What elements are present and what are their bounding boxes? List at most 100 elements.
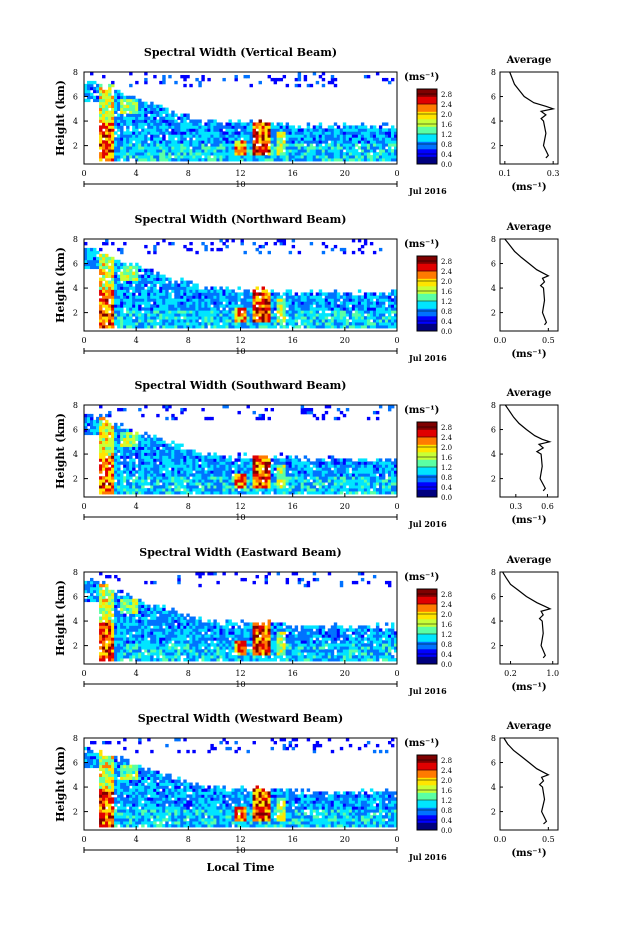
heatmap-cell xyxy=(261,322,265,326)
heatmap-cell xyxy=(225,298,229,302)
heatmap-cell xyxy=(105,449,109,453)
heatmap-cell xyxy=(171,452,175,456)
heatmap-cell xyxy=(348,479,353,483)
heatmap-cell xyxy=(219,152,223,156)
heatmap-cell xyxy=(222,473,226,477)
heatmap-cell xyxy=(354,313,359,317)
heatmap-cell xyxy=(186,301,190,305)
heatmap-cell xyxy=(186,476,190,480)
heatmap-cell xyxy=(180,449,184,453)
heatmap-cell xyxy=(393,325,398,329)
heatmap-cell xyxy=(300,322,305,326)
heatmap-cell xyxy=(378,143,383,147)
heatmap-cell xyxy=(393,476,398,480)
heatmap-cell xyxy=(159,313,163,317)
heatmap-cell xyxy=(351,464,356,468)
heatmap-cell xyxy=(354,140,359,144)
heatmap-cell xyxy=(114,116,118,120)
heatmap-cell xyxy=(213,316,217,320)
heatmap-cell xyxy=(282,488,287,492)
heatmap-cell xyxy=(300,473,305,477)
heatmap-cell xyxy=(333,467,338,471)
heatmap-cell xyxy=(156,271,160,276)
heatmap-cell xyxy=(192,298,196,302)
heatmap-cell xyxy=(129,640,133,644)
heatmap-cell xyxy=(156,158,160,162)
heatmap-cell xyxy=(264,458,268,462)
heatmap-cell xyxy=(381,140,386,144)
heatmap-cell xyxy=(243,289,247,293)
heatmap-cell xyxy=(390,158,395,162)
heatmap-cell xyxy=(132,470,136,474)
heatmap-cell xyxy=(270,325,275,329)
heatmap-cell xyxy=(165,155,169,159)
heatmap-cell xyxy=(342,134,347,138)
heatmap-cell xyxy=(114,449,118,453)
heatmap-cell xyxy=(219,458,223,462)
heatmap-cell xyxy=(252,298,256,302)
heatmap-cell xyxy=(84,580,88,585)
heatmap-cell xyxy=(291,128,296,132)
heatmap-cell xyxy=(222,289,226,293)
heatmap-cell xyxy=(342,470,347,474)
heatmap-cell xyxy=(189,131,193,135)
heatmap-cell xyxy=(378,476,383,480)
heatmap-cell xyxy=(234,470,238,474)
day-label: 10 xyxy=(235,180,245,189)
heatmap-cell xyxy=(297,301,302,305)
heatmap-cell xyxy=(306,325,311,329)
heatmap-cell xyxy=(135,131,139,135)
heatmap-cell xyxy=(333,134,338,138)
heatmap-cell xyxy=(123,622,127,626)
heatmap-cell xyxy=(270,479,275,483)
heatmap-cell xyxy=(312,322,317,326)
heatmap-cell xyxy=(351,319,356,323)
colorbar-segment xyxy=(417,429,437,438)
heatmap-cell xyxy=(378,140,383,144)
heatmap-cell xyxy=(102,146,106,150)
heatmap-cell xyxy=(360,322,365,326)
heatmap-cell xyxy=(183,461,187,465)
heatmap-cell xyxy=(384,131,389,135)
heatmap-cell xyxy=(351,134,356,138)
heatmap-cell xyxy=(129,446,133,450)
heatmap-cell xyxy=(237,455,241,459)
heatmap-cell xyxy=(126,604,130,609)
heatmap-cell xyxy=(135,134,139,138)
heatmap-cell xyxy=(366,313,371,317)
heatmap-cell xyxy=(132,655,136,659)
heatmap-cell xyxy=(120,452,124,456)
heatmap-cell xyxy=(222,316,226,320)
heatmap-cell xyxy=(117,458,121,462)
heatmap-cell xyxy=(135,322,139,326)
heatmap-cell xyxy=(213,319,217,323)
heatmap-cell xyxy=(339,313,344,317)
heatmap-cell xyxy=(114,146,118,150)
heatmap-cell xyxy=(132,286,136,290)
heatmap-cell xyxy=(120,277,124,281)
heatmap-cell xyxy=(228,325,232,329)
heatmap-cell xyxy=(159,479,163,483)
colorbar-tick-label: 1.2 xyxy=(441,131,452,139)
heatmap-cell xyxy=(168,146,172,150)
heatmap-cell xyxy=(369,131,374,135)
heatmap-cell xyxy=(225,134,229,138)
heatmap-cell xyxy=(210,307,214,311)
heatmap-cell xyxy=(333,128,338,132)
heatmap-cell xyxy=(162,467,166,471)
heatmap-cell xyxy=(102,595,106,600)
heatmap-cell xyxy=(147,298,151,302)
heatmap-cell xyxy=(105,586,109,591)
heatmap-cell xyxy=(342,247,347,252)
heatmap-cell xyxy=(345,479,350,483)
heatmap-cell xyxy=(330,146,335,150)
heatmap-cell xyxy=(168,277,172,281)
heatmap-cell xyxy=(135,268,139,273)
heatmap-cell xyxy=(351,461,356,465)
heatmap-cell xyxy=(93,98,97,103)
heatmap-cell xyxy=(102,446,106,450)
colorbar-segment xyxy=(417,256,437,264)
heatmap-cell xyxy=(105,110,109,114)
heatmap-cell xyxy=(129,307,133,311)
